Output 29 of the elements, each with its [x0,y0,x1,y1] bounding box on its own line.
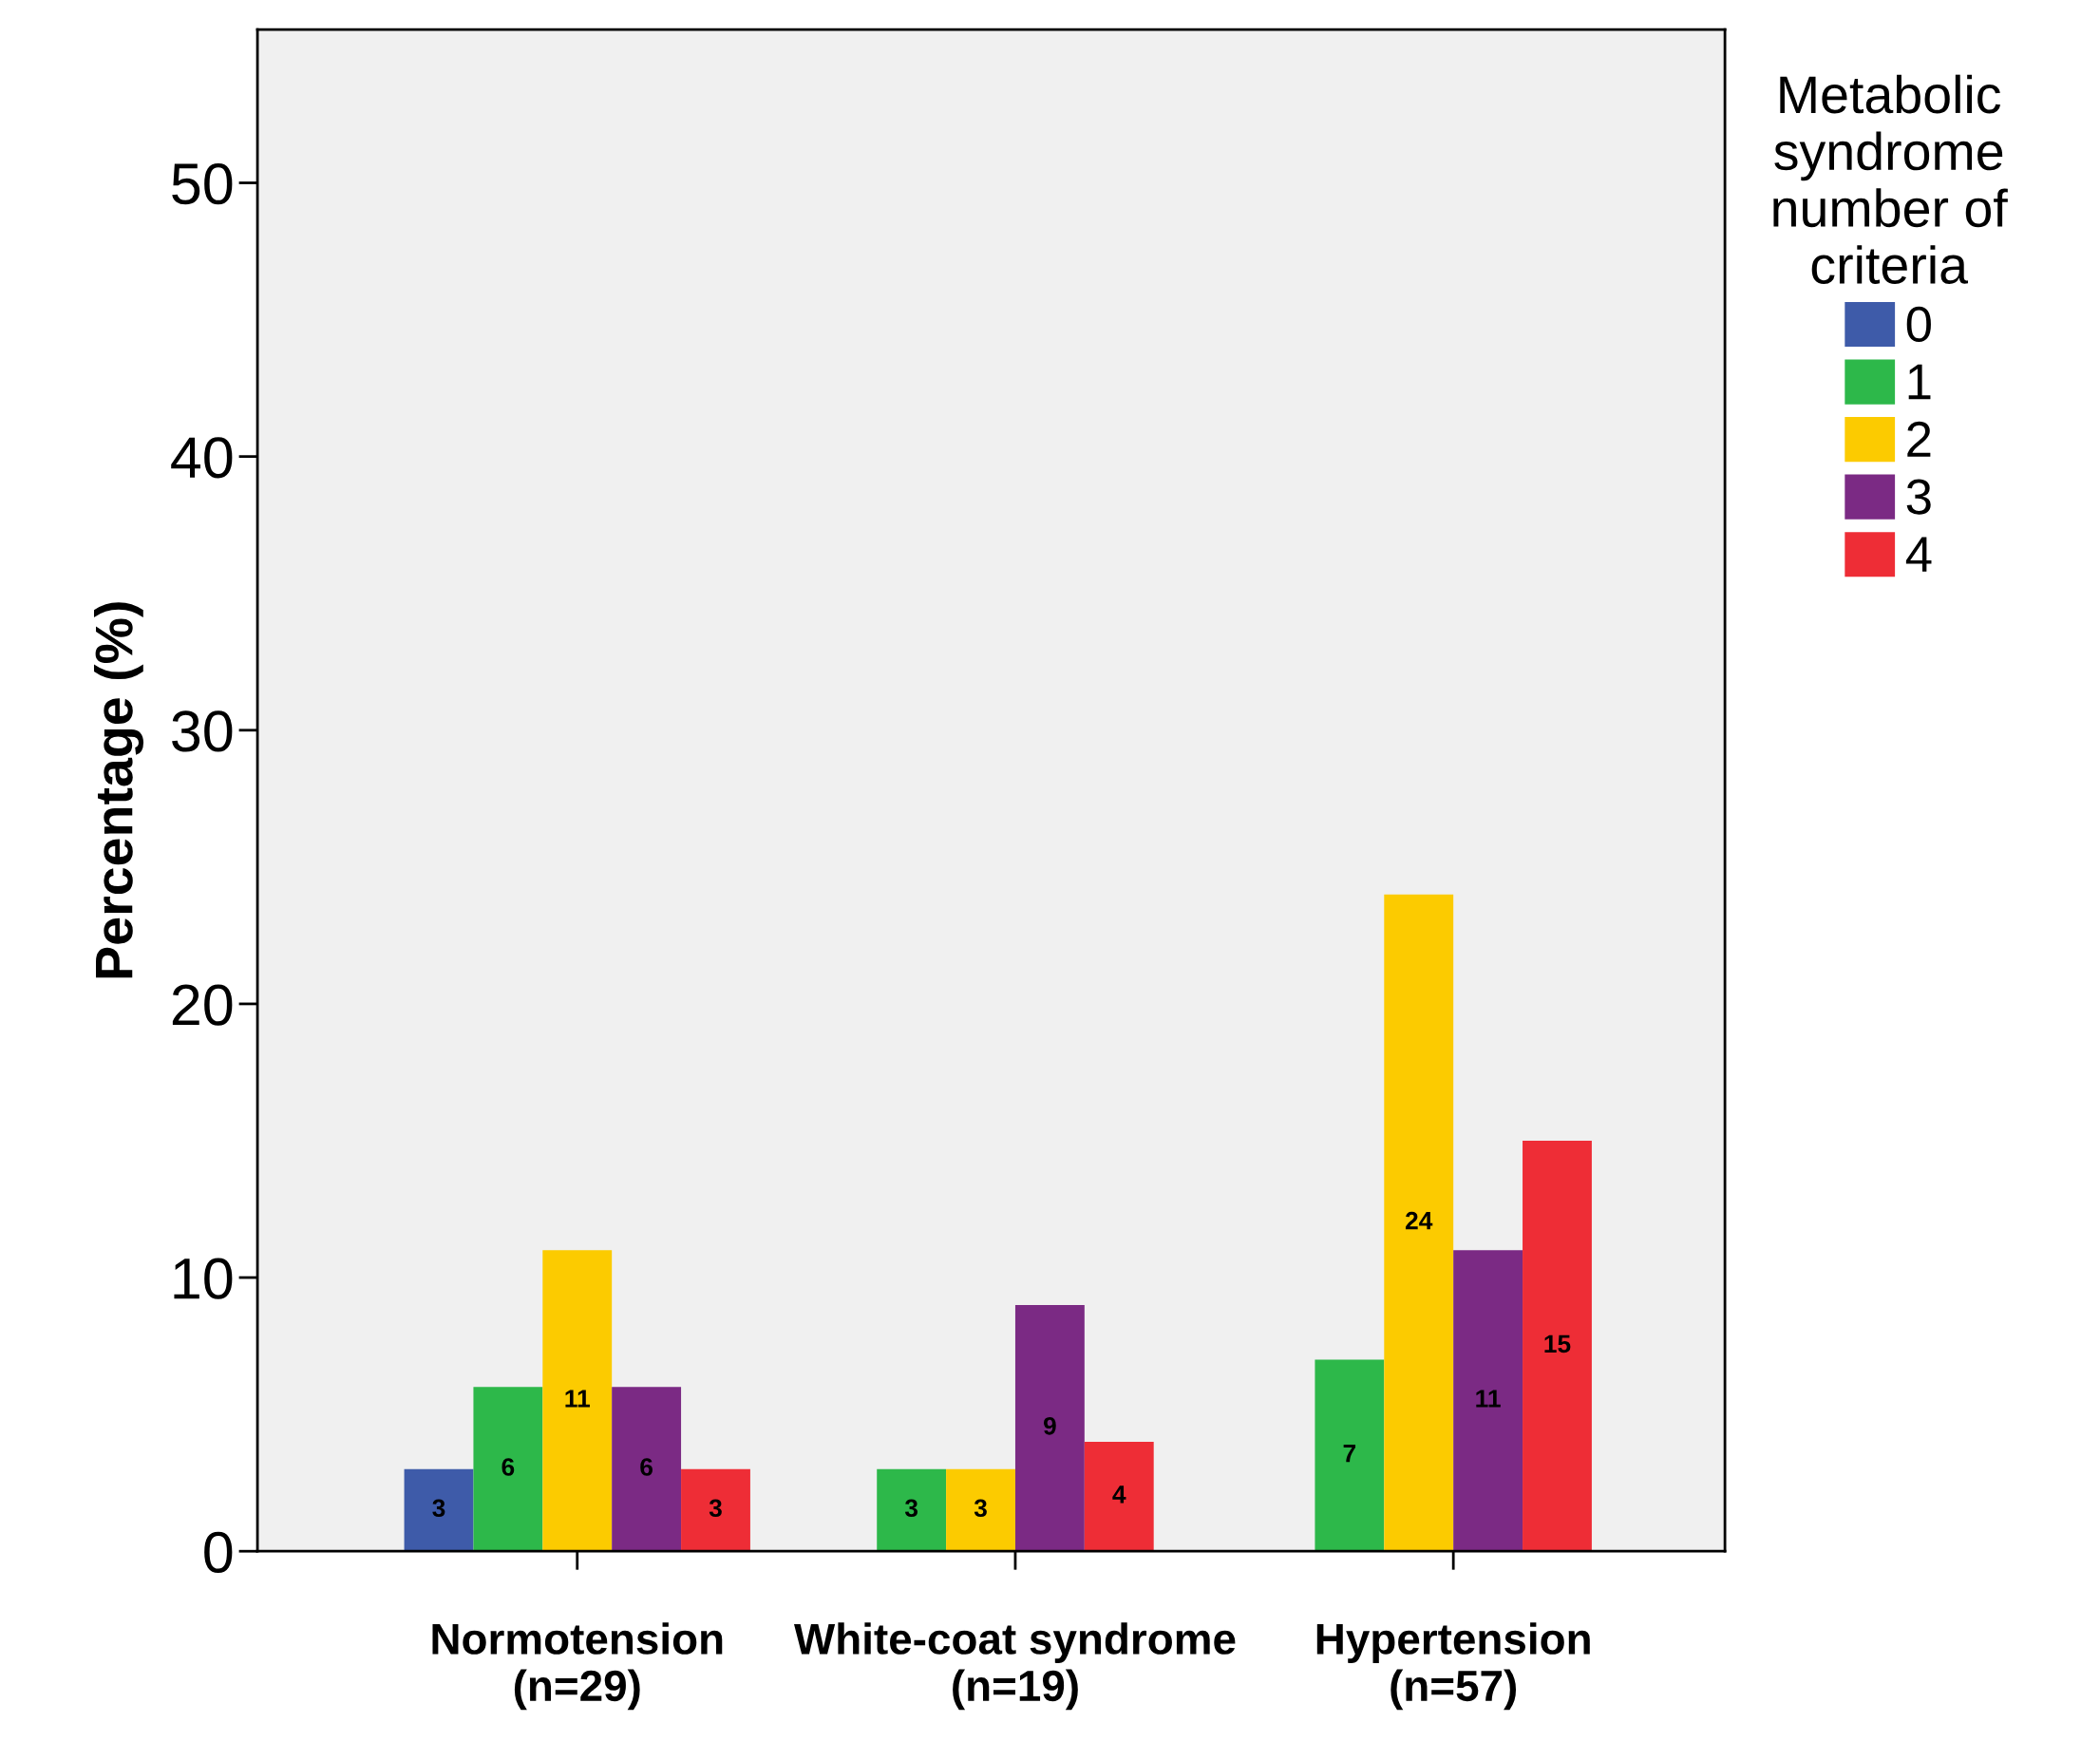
y-tick-label: 0 [204,1531,233,1573]
legend-title: Metabolic syndrome number of criteria [1773,74,2008,284]
data-label: 4 [1112,1486,1126,1504]
x-tick-label: White-coat syndrome (n=19) [794,1622,1236,1711]
y-tick-label: 40 [171,437,233,479]
legend-label: 2 [1907,421,1931,457]
data-label: 3 [709,1499,722,1518]
data-label: 6 [501,1458,515,1476]
data-label: 3 [904,1499,918,1518]
data-label: 3 [974,1499,987,1518]
data-label: 11 [565,1390,590,1408]
x-tick-label: Hypertension (n=57) [1316,1622,1590,1711]
legend-label: 4 [1905,537,1932,572]
data-label: 11 [1476,1390,1501,1408]
legend-label: 3 [1906,479,1931,515]
data-label: 15 [1544,1334,1571,1353]
data-label: 9 [1043,1416,1056,1435]
data-label: 6 [640,1458,653,1476]
legend-label: 0 [1906,306,1931,343]
y-tick-label: 50 [172,162,233,205]
x-tick-label: Normotension (n=29) [432,1622,723,1711]
y-tick-label: 30 [172,710,233,752]
y-tick-label: 10 [174,1258,233,1299]
y-axis-title: Percentage (%) [93,602,144,978]
data-label: 7 [1343,1445,1356,1463]
data-label: 24 [1405,1211,1433,1230]
data-label: 3 [432,1499,445,1518]
legend-label: 1 [1908,364,1931,400]
y-tick-label: 20 [172,984,233,1026]
